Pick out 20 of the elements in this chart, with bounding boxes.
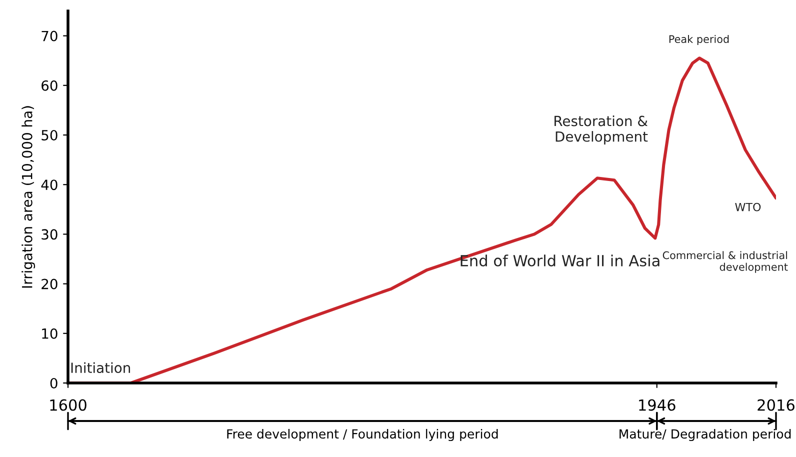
- annotation: WTO: [735, 202, 761, 212]
- x-tick-label: 1946: [639, 399, 676, 411]
- y-tick-label: 40: [41, 180, 58, 190]
- annotation: Peak period: [669, 34, 729, 46]
- y-tick-label: 0: [50, 378, 58, 388]
- annotation: End of World War II in Asia: [460, 254, 660, 266]
- y-tick-label: 20: [42, 278, 58, 290]
- annotation: Restoration & Development: [554, 116, 648, 144]
- y-tick-label: 50: [42, 130, 58, 140]
- y-tick-label: 70: [42, 30, 58, 42]
- x-tick-label: 1600: [50, 399, 86, 411]
- text: Mature/ Degradation period: [620, 428, 791, 442]
- y-tick-label: 30: [42, 229, 58, 240]
- y-tick-label: 60: [42, 80, 58, 91]
- y-axis-title: Irrigation area (10,000 ha): [22, 106, 36, 288]
- y-tick-label: 10: [42, 328, 58, 339]
- annotation: Commercial & industrial development: [662, 251, 788, 273]
- text: Free development / Foundation lying period: [227, 428, 498, 442]
- x-tick-label: 2016: [758, 399, 794, 411]
- annotation: Initiation: [71, 362, 130, 374]
